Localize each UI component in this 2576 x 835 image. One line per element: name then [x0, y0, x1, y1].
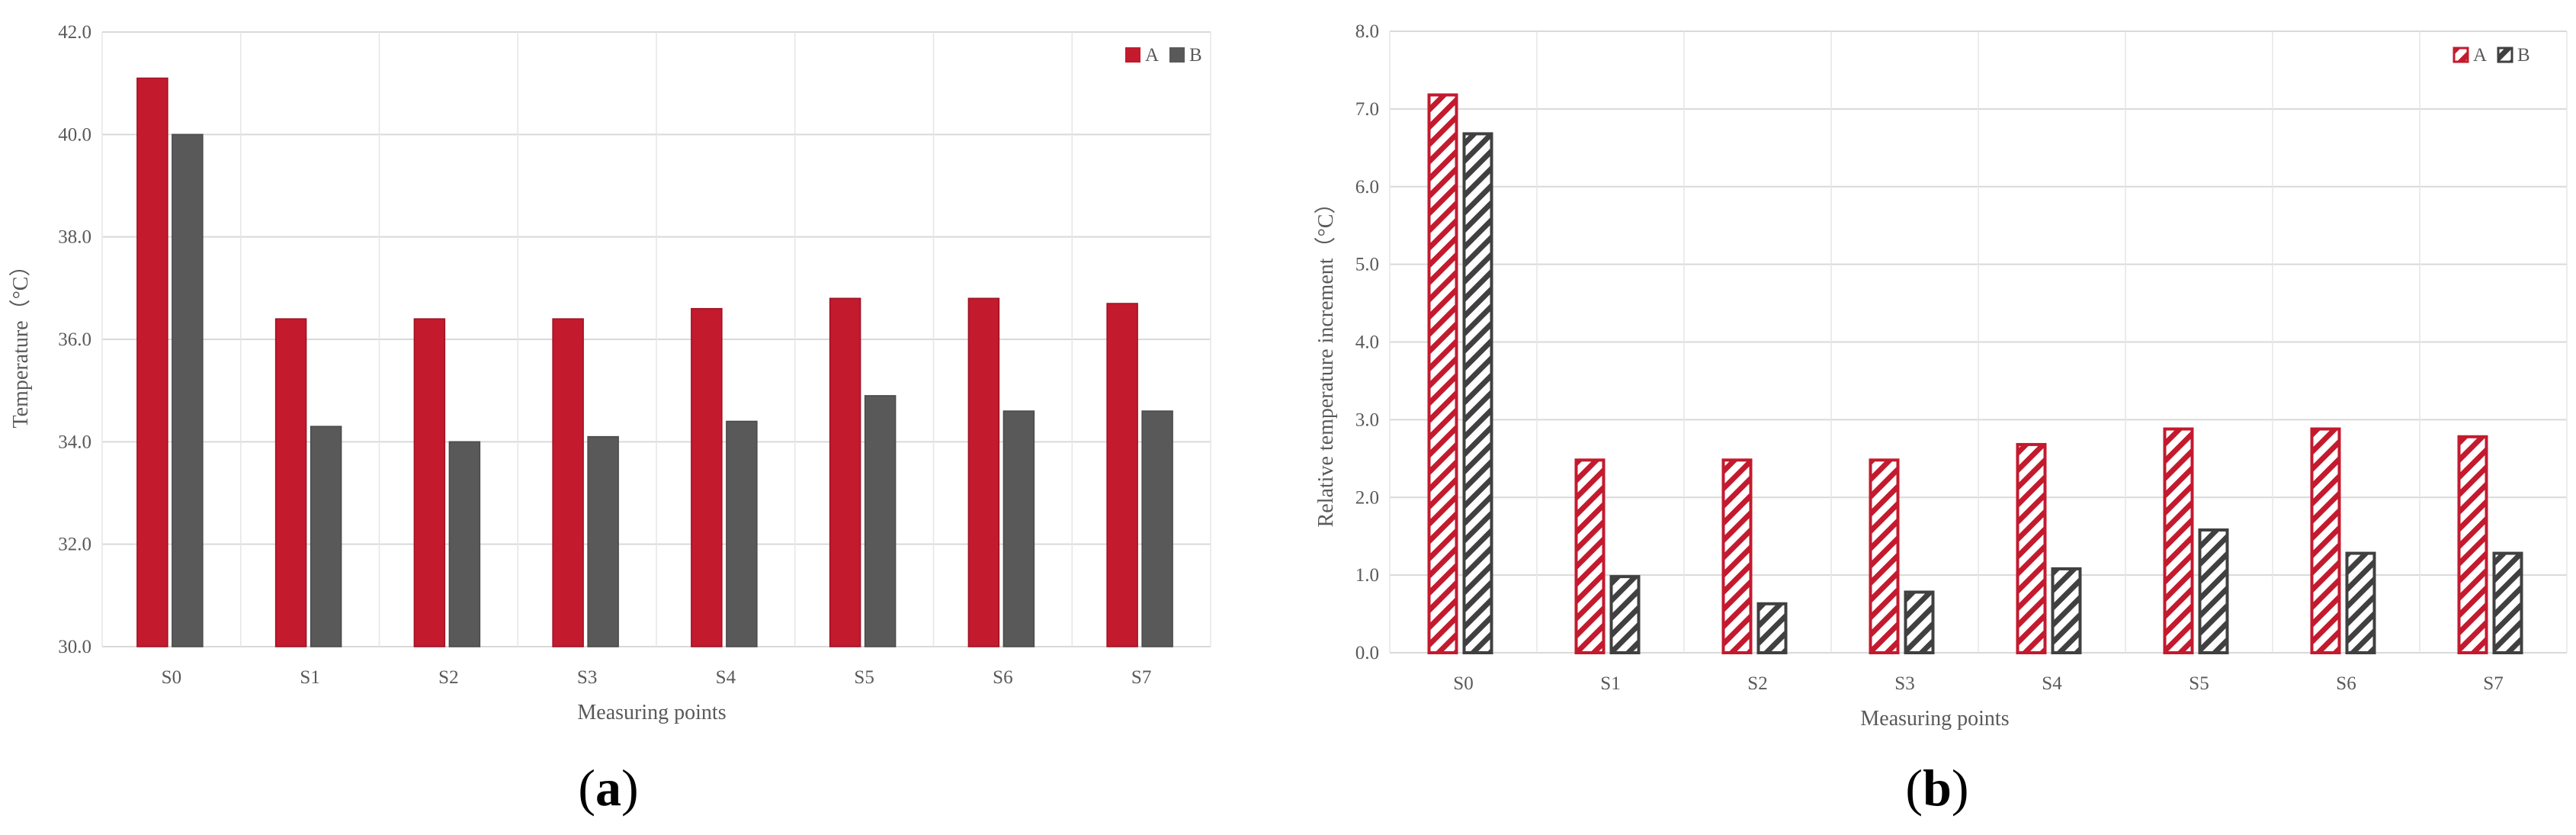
chart-a-x-tick-label: S2	[438, 667, 458, 688]
chart-a-x-tick-label: S7	[1131, 667, 1151, 688]
chart-b-y-axis-title: Relative temperature increment（°C）	[1314, 193, 1338, 528]
chart-a-bars	[136, 77, 1173, 647]
chart-a-bar-a-s4	[691, 307, 723, 647]
chart-a-x-tick-label: S5	[854, 667, 874, 688]
chart-a-y-tick-label: 38.0	[58, 227, 91, 248]
chart-b-y-tick-label: 7.0	[1355, 99, 1379, 120]
chart-b-x-tick-label: S4	[2042, 673, 2062, 694]
chart-a-y-tick-labels: 30.0 32.0 34.0 36.0 38.0 40.0 42.0	[58, 22, 91, 657]
chart-a-y-tick-label: 32.0	[58, 535, 91, 555]
chart-a-temperature: 30.032.034.036.038.040.042.0 S0 S1 S2 S3 S4 S…	[8, 22, 1211, 724]
chart-a-bar-b-s1	[310, 426, 342, 647]
chart-b-bar-a-s7	[2457, 435, 2488, 654]
chart-b-x-tick-label: S0	[1453, 673, 1473, 694]
chart-b-y-tick-label: 6.0	[1355, 177, 1379, 198]
chart-b-y-tick-label: 2.0	[1355, 487, 1379, 508]
chart-b-x-tick-label: S2	[1747, 673, 1767, 694]
chart-b-relative-increment: 0.0 1.0 2.0 3.0 4.0 5.0 6.0 7.0 8.0 S0 S1 S2 S3 S4 S5…	[1314, 21, 2568, 731]
chart-b-y-tick-label: 5.0	[1355, 255, 1379, 275]
chart-b-bar-a-s6	[2310, 427, 2341, 654]
chart-a-bar-a-s0	[136, 77, 168, 647]
chart-a-bar-a-s5	[829, 297, 861, 647]
chart-a-bar-a-s3	[552, 318, 584, 647]
chart-b-x-tick-label: S1	[1600, 673, 1620, 694]
chart-a-bar-b-s0	[172, 133, 204, 647]
chart-a-x-tick-label: S1	[300, 667, 319, 688]
caption-b: (b)	[1905, 759, 1968, 817]
chart-a-bar-b-s5	[864, 395, 897, 647]
chart-b-bar-b-s2	[1756, 602, 1788, 654]
chart-b-bar-b-s1	[1609, 575, 1641, 654]
chart-b-x-tick-label: S5	[2189, 673, 2209, 694]
chart-a-x-tick-labels: S0 S1 S2 S3 S4 S5 S6 S7	[162, 667, 1152, 688]
chart-b-x-tick-label: S3	[1894, 673, 1914, 694]
chart-a-legend-label-a: A	[1145, 45, 1159, 66]
chart-a-y-tick-label: 34.0	[58, 432, 91, 452]
caption-a: (a)	[578, 759, 638, 817]
chart-a-bar-b-s3	[587, 435, 619, 647]
chart-a-x-tick-label: S6	[993, 667, 1012, 688]
chart-b-legend-swatch-b	[2497, 47, 2513, 63]
chart-a-bar-b-s6	[1002, 410, 1035, 647]
chart-a-bar-a-s6	[967, 297, 1000, 647]
chart-b-y-tick-label: 0.0	[1355, 643, 1379, 663]
chart-a-x-tick-label: S3	[577, 667, 597, 688]
chart-b-legend-label-a: A	[2473, 45, 2487, 66]
chart-b-y-tick-labels: 0.0 1.0 2.0 3.0 4.0 5.0 6.0 7.0 8.0	[1355, 21, 1379, 663]
chart-a-bar-a-s7	[1106, 303, 1138, 647]
chart-a-bar-b-s4	[726, 420, 758, 647]
chart-a-bar-a-s1	[274, 318, 307, 647]
chart-b-y-tick-label: 8.0	[1355, 21, 1379, 42]
chart-a-x-tick-label: S0	[162, 667, 181, 688]
chart-b-bar-a-s1	[1574, 458, 1606, 654]
chart-a-legend-swatch-a	[1125, 47, 1140, 63]
chart-a-x-tick-label: S4	[716, 667, 736, 688]
chart-a-y-tick-label: 40.0	[58, 124, 91, 145]
chart-a-legend-label-b: B	[1189, 45, 1202, 66]
chart-b-bar-b-s7	[2492, 551, 2523, 654]
chart-a-y-tick-label: 30.0	[58, 637, 91, 657]
chart-b-x-tick-label: S7	[2483, 673, 2503, 694]
chart-b-legend-label-b: B	[2517, 45, 2530, 66]
chart-b-y-tick-label: 4.0	[1355, 332, 1379, 353]
chart-a-gridlines	[101, 31, 1211, 647]
chart-b-bar-b-s5	[2198, 528, 2229, 654]
chart-b-bar-a-s3	[1869, 458, 1900, 654]
caption-a-letter: a	[595, 759, 621, 817]
chart-a-y-tick-label: 36.0	[58, 329, 91, 350]
chart-b-bars	[1427, 93, 2523, 654]
chart-b-x-tick-labels: S0 S1 S2 S3 S4 S5 S6 S7	[1453, 673, 2503, 694]
chart-b-bar-a-s4	[2016, 442, 2047, 654]
chart-a-y-axis-title: Temperature（°C）	[8, 255, 33, 429]
chart-b-y-tick-label: 3.0	[1355, 409, 1379, 430]
chart-b-x-tick-label: S6	[2336, 673, 2356, 694]
chart-b-bar-a-s2	[1721, 458, 1753, 654]
chart-a-x-axis-title: Measuring points	[577, 701, 726, 724]
chart-b-legend-swatch-a	[2452, 47, 2469, 63]
chart-b-bar-b-s6	[2345, 551, 2376, 654]
chart-a-bar-b-s7	[1141, 410, 1173, 647]
chart-a-legend-swatch-b	[1169, 47, 1185, 63]
chart-b-bar-b-s3	[1904, 590, 1935, 654]
chart-b-x-axis-title: Measuring points	[1860, 707, 2009, 731]
chart-b-bar-a-s0	[1427, 93, 1458, 654]
chart-b-bar-b-s0	[1462, 132, 1493, 654]
chart-a-y-tick-label: 42.0	[58, 22, 91, 43]
caption-b-letter: b	[1923, 759, 1952, 817]
chart-b-y-tick-label: 1.0	[1355, 565, 1379, 586]
chart-b-bar-a-s5	[2163, 427, 2194, 654]
chart-b-gridlines	[1389, 31, 2568, 654]
chart-a-bar-b-s2	[448, 441, 481, 647]
chart-b-bar-b-s4	[2051, 567, 2082, 654]
chart-a-bar-a-s2	[413, 318, 446, 647]
